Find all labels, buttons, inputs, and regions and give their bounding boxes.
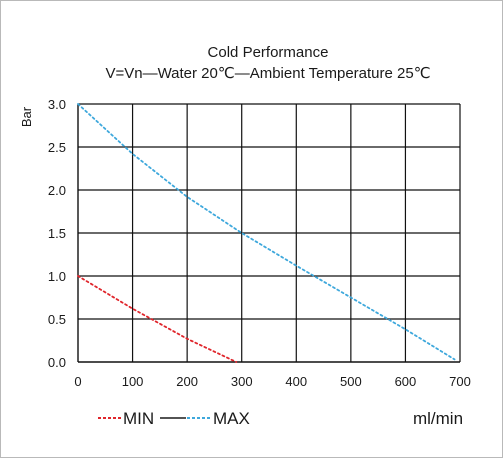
legend: MIN MAX xyxy=(98,409,250,428)
x-tick-labels: 0 100 200 300 400 500 600 700 xyxy=(74,374,470,389)
legend-max-label: MAX xyxy=(213,409,250,428)
x-tick-label: 400 xyxy=(285,374,307,389)
chart-title: Cold Performance xyxy=(208,44,329,61)
x-tick-label: 0 xyxy=(74,374,81,389)
x-tick-label: 100 xyxy=(122,374,144,389)
y-tick-label: 0.0 xyxy=(48,355,66,370)
y-tick-label: 1.5 xyxy=(48,226,66,241)
series-lines xyxy=(77,103,456,363)
legend-min-label: MIN xyxy=(123,409,154,428)
y-axis-label: Bar xyxy=(19,106,34,127)
y-tick-label: 0.5 xyxy=(48,312,66,327)
x-axis-unit-label: ml/min xyxy=(413,409,463,428)
y-tick-labels: 0.0 0.5 1.0 1.5 2.0 2.5 3.0 xyxy=(48,97,66,370)
y-tick-label: 2.0 xyxy=(48,183,66,198)
chart-subtitle: V=Vn—Water 20℃—Ambient Temperature 25℃ xyxy=(105,65,430,82)
grid xyxy=(77,103,461,363)
x-tick-label: 600 xyxy=(395,374,417,389)
x-tick-label: 200 xyxy=(176,374,198,389)
series-line-max xyxy=(77,103,456,361)
x-tick-label: 300 xyxy=(231,374,253,389)
x-tick-label: 500 xyxy=(340,374,362,389)
y-tick-label: 3.0 xyxy=(48,97,66,112)
y-tick-label: 2.5 xyxy=(48,140,66,155)
y-tick-label: 1.0 xyxy=(48,269,66,284)
x-tick-label: 700 xyxy=(449,374,471,389)
series-line-min xyxy=(77,275,238,363)
